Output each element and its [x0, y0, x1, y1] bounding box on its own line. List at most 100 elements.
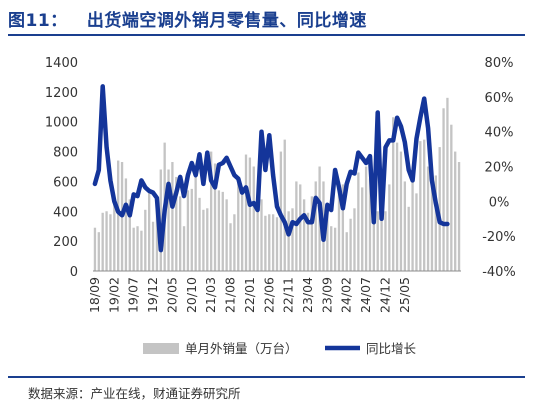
bar — [209, 151, 213, 271]
bar — [175, 176, 178, 271]
bar — [426, 166, 430, 271]
bar — [368, 178, 372, 271]
bar — [217, 190, 221, 271]
bar — [221, 191, 224, 271]
bar — [438, 147, 441, 271]
bar — [124, 178, 128, 271]
bar — [105, 211, 108, 271]
x-tick-label: 21/03 — [203, 277, 218, 313]
bar — [101, 212, 104, 271]
legend-bar-label: 单月外销量（万台） — [185, 341, 298, 356]
right-tick-label: 60% — [485, 91, 514, 106]
x-tick-label: 21/08 — [223, 277, 238, 313]
bar — [132, 227, 135, 271]
bar — [225, 199, 228, 271]
bar — [291, 208, 294, 271]
bar — [256, 197, 259, 271]
bar — [287, 211, 290, 271]
right-tick-label: 20% — [485, 161, 514, 176]
bar — [229, 223, 232, 271]
bar — [306, 212, 310, 271]
bar — [337, 181, 341, 271]
bar — [299, 184, 302, 271]
bar — [434, 175, 437, 271]
x-tick-label: 22/11 — [281, 277, 296, 313]
x-tick-label: 19/12 — [145, 277, 160, 313]
x-tick-label: 25/05 — [397, 277, 412, 313]
bar — [446, 97, 449, 271]
x-tick-label: 24/12 — [377, 277, 392, 313]
bar — [384, 211, 387, 271]
bar — [171, 162, 174, 271]
bar — [128, 199, 131, 271]
left-tick-label: 400 — [53, 205, 78, 220]
legend-bar-swatch — [143, 343, 179, 354]
bar — [113, 200, 116, 271]
bar — [399, 151, 403, 271]
figure-title: 图11： 出货端空调外销月零售量、同比增速 — [8, 11, 367, 31]
x-tick-label: 24/02 — [339, 277, 354, 313]
bar — [237, 181, 240, 271]
source-rule — [8, 376, 525, 378]
legend-line-label: 同比增长 — [366, 341, 417, 356]
bar — [364, 166, 368, 271]
bar — [310, 196, 314, 271]
right-tick-label: 40% — [485, 126, 514, 141]
bar — [376, 211, 379, 271]
bar — [202, 209, 205, 271]
x-tick-label: 20/10 — [184, 277, 199, 313]
bar — [190, 188, 193, 271]
bar — [353, 208, 356, 271]
bar — [148, 190, 151, 271]
bar — [151, 221, 155, 271]
bar — [330, 226, 333, 271]
x-tick-label: 18/09 — [87, 277, 102, 313]
bar — [341, 184, 345, 271]
bar — [194, 173, 197, 271]
x-tick-label: 19/07 — [126, 277, 141, 313]
bar — [349, 218, 352, 271]
right-tick-label: 0% — [489, 195, 510, 210]
bar — [117, 160, 120, 271]
legend: 单月外销量（万台） 同比增长 — [143, 341, 417, 356]
bar — [252, 166, 255, 271]
bar — [155, 202, 159, 271]
bar — [372, 187, 376, 271]
bar — [264, 215, 267, 271]
bar — [392, 117, 395, 271]
bar — [167, 169, 170, 271]
bar — [136, 226, 139, 271]
x-tick-label: 23/04 — [300, 277, 315, 313]
bar — [388, 184, 391, 271]
bar — [333, 227, 337, 271]
x-tick-label: 23/09 — [319, 277, 334, 313]
bar — [109, 214, 112, 271]
bar — [457, 162, 461, 271]
bar — [240, 187, 244, 271]
bar — [302, 199, 306, 271]
right-tick-label: 80% — [485, 56, 514, 71]
bar — [411, 181, 414, 271]
bar — [144, 209, 147, 271]
bar — [450, 124, 453, 271]
bar — [314, 181, 317, 271]
bar — [283, 139, 286, 271]
left-tick-label: 0 — [70, 265, 78, 280]
title-rule — [8, 34, 525, 36]
bar — [275, 217, 279, 271]
bar — [198, 197, 201, 271]
bar — [403, 181, 406, 271]
source-note: 数据来源：产业在线，财通证券研究所 — [28, 386, 241, 401]
bar — [442, 108, 445, 272]
bar — [97, 232, 100, 271]
left-tick-label: 1000 — [45, 116, 78, 131]
right-tick-label: -40% — [482, 265, 516, 280]
yoy-line-series — [92, 84, 450, 253]
bar — [178, 196, 182, 271]
bar-series — [93, 97, 461, 272]
x-axis-ticks: 18/09 19/02 19/07 19/12 20/05 20/10 21/03 21/08… — [87, 277, 412, 313]
bar — [233, 214, 236, 271]
right-tick-label: -20% — [482, 230, 516, 245]
left-axis-ticks: 0 200 400 600 800 1000 1200 1400 — [45, 56, 78, 280]
